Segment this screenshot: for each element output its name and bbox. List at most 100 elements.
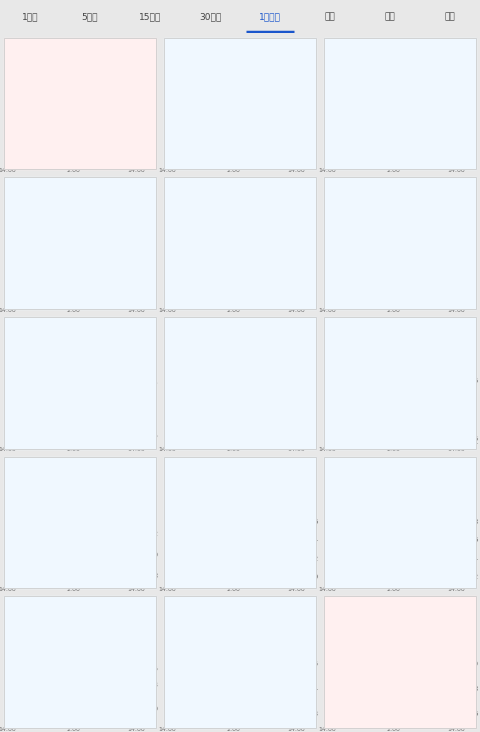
Bar <box>215 414 217 417</box>
Bar <box>229 267 231 274</box>
Bar <box>132 384 134 385</box>
Bar <box>451 549 454 553</box>
Bar <box>334 382 336 383</box>
Bar <box>285 692 287 695</box>
Text: ↓151.524: ↓151.524 <box>10 79 69 89</box>
Bar <box>451 241 454 248</box>
Bar <box>375 391 377 392</box>
Bar <box>121 107 123 110</box>
Bar <box>31 140 33 146</box>
Bar <box>124 385 127 390</box>
Text: ↑0.85433: ↑0.85433 <box>170 638 229 648</box>
Bar <box>55 131 58 135</box>
Bar <box>271 542 273 548</box>
Bar <box>354 144 357 150</box>
Bar <box>232 124 235 130</box>
Bar <box>48 274 50 278</box>
Bar <box>184 422 186 439</box>
Text: ユーロ/円: ユーロ/円 <box>49 182 75 192</box>
Bar <box>215 681 217 685</box>
Bar <box>326 381 329 384</box>
Bar <box>455 684 457 688</box>
Bar <box>104 248 106 258</box>
Bar <box>93 119 96 121</box>
Text: 豪ドル/ドル: 豪ドル/ドル <box>209 461 241 471</box>
Bar <box>96 396 99 400</box>
Bar <box>37 701 40 702</box>
Bar <box>437 693 440 699</box>
Bar <box>417 113 419 118</box>
Bar <box>191 282 193 285</box>
Bar <box>351 528 353 529</box>
Bar <box>455 101 457 102</box>
Bar <box>194 416 197 419</box>
Bar <box>121 385 123 393</box>
Text: スイスフラン/円: スイスフラン/円 <box>209 321 253 332</box>
Bar <box>243 402 245 404</box>
Bar <box>392 263 395 266</box>
Bar <box>260 392 263 395</box>
Bar <box>180 553 183 569</box>
Bar <box>285 382 287 386</box>
Bar <box>72 686 75 691</box>
Bar <box>274 387 276 391</box>
Bar <box>226 406 228 411</box>
Bar <box>45 419 47 422</box>
Bar <box>344 284 346 296</box>
Bar <box>96 563 99 564</box>
Text: Bid: Bid <box>170 201 184 210</box>
Text: Ask: Ask <box>240 481 255 490</box>
Bar <box>27 427 30 428</box>
Bar <box>437 386 440 401</box>
Bar <box>107 388 109 390</box>
Bar <box>434 697 436 699</box>
Bar <box>182 461 196 471</box>
Bar <box>45 560 47 561</box>
Bar <box>6 427 9 430</box>
Bar <box>368 526 371 529</box>
Bar <box>51 135 54 138</box>
Bar <box>271 698 273 700</box>
Bar <box>173 556 176 559</box>
Bar <box>288 381 290 382</box>
Bar <box>177 146 179 156</box>
Text: Ask: Ask <box>240 341 255 350</box>
Bar <box>9 321 22 332</box>
Bar <box>389 539 391 542</box>
Bar <box>448 241 450 242</box>
Bar <box>167 684 169 685</box>
Bar <box>382 535 384 537</box>
Bar <box>93 681 96 684</box>
Bar <box>170 550 172 559</box>
Bar <box>135 669 137 673</box>
Bar <box>264 691 266 696</box>
Bar <box>104 111 106 116</box>
Bar <box>334 152 336 154</box>
Bar <box>264 389 266 392</box>
Text: 1分足: 1分足 <box>22 12 38 22</box>
Bar <box>291 539 294 542</box>
Text: ↑98.927: ↑98.927 <box>170 79 221 89</box>
Bar <box>330 149 332 152</box>
Bar <box>358 279 360 285</box>
Text: 米ドル/スイスフラン: 米ドル/スイスフラン <box>369 601 425 610</box>
Bar <box>240 690 242 695</box>
Bar <box>372 130 374 134</box>
Bar <box>9 461 22 471</box>
Text: ↑1.08663: ↑1.08663 <box>330 359 389 368</box>
Bar <box>267 389 269 392</box>
Bar <box>184 151 186 153</box>
Bar <box>104 675 106 680</box>
Bar <box>365 529 367 535</box>
Text: ↑98.932: ↑98.932 <box>240 79 291 89</box>
Text: カナダドル/円: カナダドル/円 <box>49 321 87 332</box>
Bar <box>41 421 44 422</box>
Bar <box>267 278 269 280</box>
Bar <box>354 380 357 384</box>
Text: ↑170.378: ↑170.378 <box>240 359 299 368</box>
Bar <box>45 701 47 703</box>
Bar <box>358 379 360 384</box>
Text: Ask: Ask <box>80 620 95 630</box>
Bar <box>55 691 58 696</box>
Bar <box>277 545 280 546</box>
